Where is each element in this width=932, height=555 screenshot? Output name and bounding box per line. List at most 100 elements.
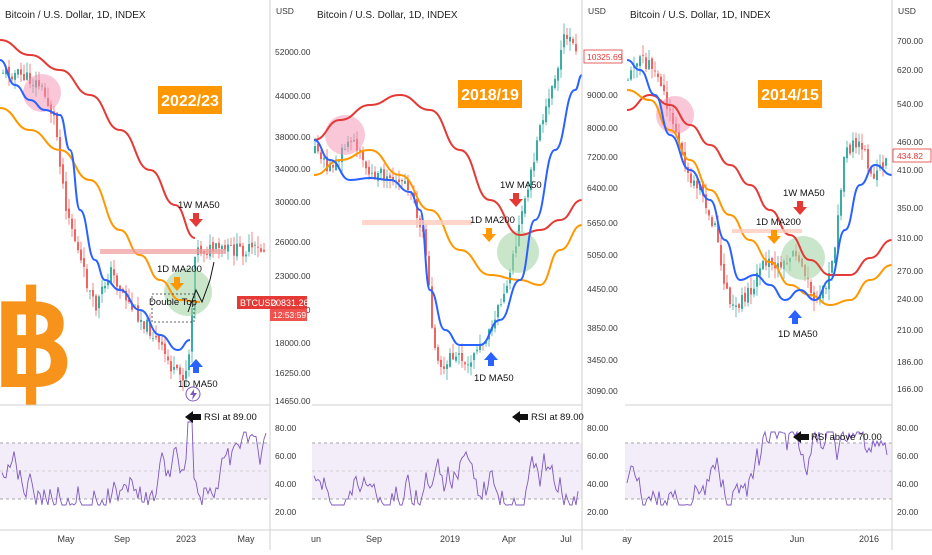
candle-body	[392, 176, 394, 181]
candle-body	[831, 260, 833, 273]
price-tick-label: 410.00	[897, 165, 923, 175]
rsi-note: RSI at 89.00	[204, 412, 257, 423]
period-label-box	[158, 86, 222, 114]
price-tick-label: 26000.00	[275, 237, 311, 247]
candle-body	[696, 180, 698, 189]
price-tick-label: 6400.00	[587, 183, 618, 193]
candle-body	[630, 70, 632, 80]
candle-body	[569, 36, 571, 42]
candle-body	[374, 171, 376, 179]
last-price-tag	[237, 296, 307, 309]
candle-body	[545, 106, 547, 123]
candle-body	[744, 292, 746, 302]
candle-body	[14, 72, 16, 80]
last-price-value: 10325.69	[587, 52, 623, 62]
candle-body	[137, 305, 139, 322]
candle-body	[852, 140, 854, 152]
candle-body	[533, 162, 535, 171]
rsi-tick-label: 80.00	[587, 423, 609, 433]
panel-2-annotations: 2018/19 1W MA50 1D MA200 1D MA50 RSI at 89.0…	[362, 49, 623, 423]
candle-body	[380, 168, 382, 174]
candle-body	[870, 166, 872, 174]
candle-body	[548, 98, 550, 108]
last-price-tag	[583, 49, 623, 64]
price-tick-label: 350.00	[897, 203, 923, 213]
candle-body	[68, 208, 70, 218]
candle-body	[678, 131, 680, 143]
candle-body	[657, 73, 659, 78]
price-tick-label: 3450.00	[587, 355, 618, 365]
candle-body	[882, 162, 884, 169]
period-label: 2022/23	[161, 93, 219, 110]
candle-body	[335, 159, 337, 171]
time-tick-label: 2019	[440, 534, 460, 544]
candle-body	[155, 335, 157, 338]
rsi-tick-label: 60.00	[897, 451, 919, 461]
candle-body	[2, 72, 4, 74]
countdown-tag	[270, 309, 307, 321]
ma50d-arrow	[788, 310, 802, 324]
time-tick-label: 2015	[713, 534, 733, 544]
panel-3-annotations: 2014/15 1W MA50 1D MA200 1D MA50 RSI above 7…	[732, 80, 932, 443]
rsi-line	[1, 421, 267, 506]
ma50w-label: 1W MA50	[500, 180, 542, 191]
price-axis-bg	[270, 0, 312, 550]
candle-body	[645, 57, 647, 70]
time-tick-label: Sep	[366, 534, 382, 544]
candle-body	[654, 70, 656, 72]
candle-body	[113, 269, 115, 276]
ma200-arrow	[767, 230, 781, 244]
candle-body	[693, 180, 695, 186]
rsi-tick-label: 60.00	[587, 451, 609, 461]
candle-body	[473, 353, 475, 361]
candle-body	[233, 244, 235, 256]
double-top-label: Double Top	[149, 297, 197, 308]
price-tick-label: 270.00	[897, 266, 923, 276]
candle-body	[476, 349, 478, 352]
candle-body	[467, 364, 469, 366]
candle-body	[188, 354, 190, 371]
price-tick-label: 14650.00	[275, 396, 311, 406]
candle-body	[323, 158, 325, 160]
candle-body	[74, 229, 76, 242]
period-label: 2018/19	[461, 87, 519, 104]
candle-body	[8, 66, 10, 77]
period-label-box	[458, 80, 522, 108]
rsi-tick-label: 40.00	[275, 479, 297, 489]
candle-body	[563, 34, 565, 48]
candle-body	[143, 321, 145, 330]
candle-body	[560, 49, 562, 70]
price-tick-label: 30000.00	[275, 197, 311, 207]
price-axis-bg	[582, 0, 624, 550]
chart-title: Bitcoin / U.S. Dollar, 1D, INDEX	[317, 10, 458, 21]
candle-body	[750, 287, 752, 295]
candle-body	[822, 285, 824, 299]
price-tick-label: 44000.00	[275, 91, 311, 101]
price-tick-label: 5650.00	[587, 218, 618, 228]
candle-body	[446, 364, 448, 369]
candle-body	[762, 260, 764, 270]
resistance-band	[100, 249, 226, 254]
candle-body	[71, 218, 73, 229]
candle-body	[98, 296, 100, 309]
resistance-band	[362, 220, 472, 225]
candle-body	[684, 152, 686, 168]
candle-body	[140, 319, 142, 322]
rsi-tick-label: 20.00	[897, 507, 919, 517]
ma50w-line	[0, 39, 196, 239]
candle-body	[230, 245, 232, 246]
candle-body	[101, 286, 103, 294]
last-price-tag	[892, 148, 932, 163]
candle-body	[873, 173, 875, 179]
candle-body	[86, 268, 88, 289]
candle-body	[449, 353, 451, 367]
candle-body	[326, 156, 328, 172]
candle-body	[218, 242, 220, 249]
candle-body	[26, 72, 28, 80]
rsi-line	[626, 430, 888, 507]
candle-body	[837, 215, 839, 250]
candle-body	[747, 287, 749, 303]
candle-body	[714, 223, 716, 225]
candle-body	[176, 364, 178, 369]
candle-body	[377, 172, 379, 181]
